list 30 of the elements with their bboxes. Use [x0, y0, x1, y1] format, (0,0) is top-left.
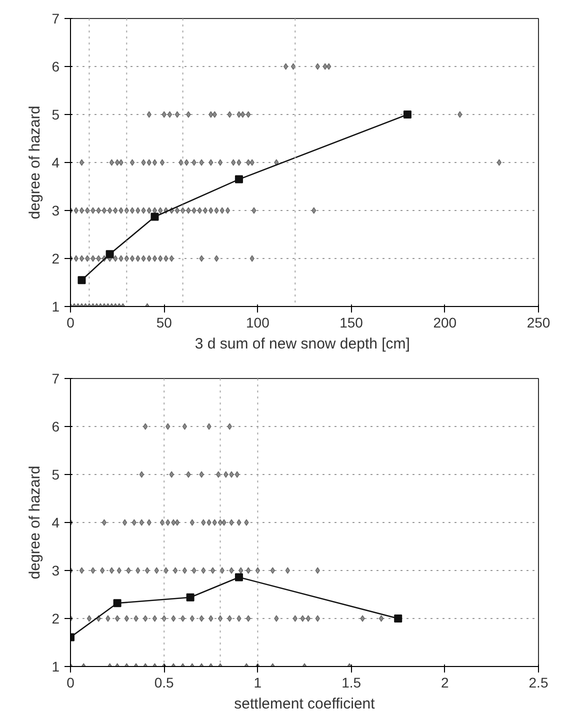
x-tick-label: 0.5 — [154, 674, 174, 690]
y-tick-label: 6 — [52, 58, 60, 74]
y-tick-label: 1 — [52, 298, 60, 314]
x-axis-title: 3 d sum of new snow depth [cm] — [194, 336, 410, 352]
x-tick-label: 50 — [156, 314, 172, 330]
x-tick-label: 1 — [254, 674, 262, 690]
y-tick-label: 6 — [52, 418, 60, 434]
x-tick-label: 0 — [66, 314, 75, 330]
x-tick-label: 100 — [246, 314, 270, 330]
y-tick-label: 1 — [52, 658, 60, 674]
y-axis-title: degree of hazard — [26, 466, 44, 580]
x-tick-label: 250 — [526, 314, 550, 330]
x-axis-title: settlement coefficient — [234, 696, 376, 712]
y-tick-label: 3 — [52, 202, 60, 218]
x-tick-label: 2.5 — [528, 674, 548, 690]
y-tick-label: 4 — [52, 154, 60, 170]
x-tick-label: 1.5 — [342, 674, 362, 690]
x-tick-label: 0 — [66, 674, 75, 690]
y-tick-label: 5 — [52, 466, 60, 482]
y-tick-label: 3 — [52, 562, 60, 578]
x-tick-label: 200 — [433, 314, 457, 330]
y-tick-label: 7 — [52, 10, 60, 26]
y-tick-label: 4 — [52, 514, 60, 530]
y-axis-title: degree of hazard — [26, 106, 44, 220]
y-tick-label: 2 — [52, 610, 60, 626]
y-tick-label: 2 — [52, 250, 60, 266]
x-tick-label: 150 — [340, 314, 364, 330]
y-tick-label: 7 — [52, 370, 60, 386]
y-tick-label: 5 — [52, 106, 60, 122]
x-tick-label: 2 — [441, 674, 450, 690]
